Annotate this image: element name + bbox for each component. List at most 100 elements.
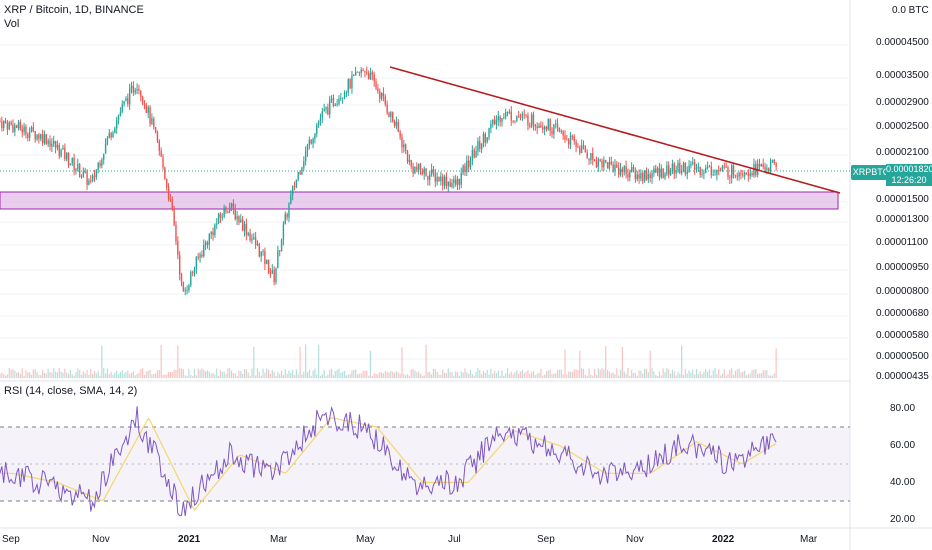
volume-bar — [369, 350, 372, 378]
candle — [710, 161, 713, 179]
volume-bar — [193, 369, 196, 378]
candle-body — [462, 165, 464, 173]
candle-body — [530, 114, 533, 127]
candle — [682, 161, 685, 173]
volume-bar — [64, 368, 66, 378]
candle — [677, 159, 679, 173]
volume-bar — [699, 371, 701, 378]
volume-bar — [525, 371, 527, 378]
candle — [462, 164, 464, 176]
candle-body — [369, 72, 372, 80]
volume-bar — [242, 373, 244, 378]
candle-body — [349, 79, 351, 89]
candle-body — [210, 232, 212, 234]
candle-body — [479, 141, 481, 149]
candle-body — [429, 174, 431, 180]
volume-bar — [71, 374, 73, 378]
last-price-badge: 0.00001820 12:26:20 — [886, 164, 932, 186]
time-label-2021: 2021 — [178, 534, 201, 545]
volume-bar — [290, 372, 292, 378]
candle — [716, 169, 718, 181]
candle — [414, 166, 416, 175]
candle — [271, 264, 273, 275]
volume-bar — [384, 371, 386, 378]
candle-body — [697, 166, 700, 169]
candle — [65, 152, 68, 162]
volume-bar — [614, 374, 616, 378]
candle — [71, 157, 73, 167]
candle — [21, 124, 23, 138]
volume-bar — [645, 369, 648, 378]
volume-bar — [566, 374, 568, 378]
candle-body — [597, 159, 600, 168]
candle — [756, 159, 759, 178]
candle-body — [90, 180, 92, 182]
volume-bar — [318, 344, 320, 378]
volume-bar — [745, 375, 748, 378]
candle-body — [475, 151, 477, 158]
candle — [556, 118, 559, 132]
volume-bar — [675, 375, 677, 378]
candle — [625, 160, 627, 179]
candle — [49, 135, 51, 151]
candle — [467, 155, 470, 173]
volume-bar — [681, 345, 683, 378]
volume-bar — [714, 368, 716, 378]
candle-body — [297, 172, 299, 180]
volume-bar — [129, 374, 131, 378]
candle-body — [416, 166, 418, 170]
volume-bar — [308, 369, 310, 378]
candle-body — [606, 161, 609, 169]
candle — [373, 71, 375, 87]
volume-bar — [540, 368, 542, 378]
candle — [749, 168, 751, 180]
candle-body — [573, 136, 575, 142]
candle — [705, 164, 707, 174]
price-tick-10: 0.00000800 — [876, 286, 929, 297]
candle — [25, 124, 27, 139]
candle — [227, 210, 229, 214]
candle — [264, 247, 266, 271]
candle-body — [377, 88, 379, 92]
candle — [517, 110, 520, 118]
volume-bar — [666, 368, 668, 378]
candle — [538, 122, 540, 129]
volume-bar — [332, 375, 335, 378]
volume-bar — [703, 371, 705, 378]
volume-bar — [664, 372, 666, 378]
candle — [353, 74, 355, 77]
candle — [160, 147, 162, 157]
candle — [745, 172, 748, 175]
candle-body — [766, 168, 768, 170]
candle — [592, 147, 594, 166]
volume-bar — [692, 369, 694, 378]
candle-body — [388, 112, 390, 117]
volume-bar — [718, 369, 720, 378]
candle-body — [443, 176, 446, 186]
volume-bar — [175, 369, 177, 378]
candle — [449, 178, 451, 188]
candle-body — [188, 285, 190, 291]
volume-bar — [54, 371, 57, 378]
candle — [412, 162, 414, 177]
candle-body — [241, 219, 244, 231]
candle-body — [217, 213, 220, 224]
volume-bar — [757, 373, 759, 378]
candle — [404, 143, 407, 155]
candle — [10, 120, 12, 126]
candle-body — [769, 161, 772, 172]
volume-bar — [251, 368, 253, 378]
volume-bar — [586, 375, 588, 378]
volume-bar — [14, 370, 16, 378]
volume-bar — [755, 369, 757, 378]
candle-body — [282, 224, 285, 240]
candle — [329, 95, 331, 119]
candle — [595, 156, 598, 169]
candle — [532, 111, 535, 131]
candle-body — [547, 118, 550, 130]
candle-body — [768, 168, 770, 172]
candle-body — [345, 92, 348, 94]
candle-body — [341, 97, 344, 99]
volume-bar — [286, 373, 288, 378]
candle-body — [647, 174, 650, 180]
